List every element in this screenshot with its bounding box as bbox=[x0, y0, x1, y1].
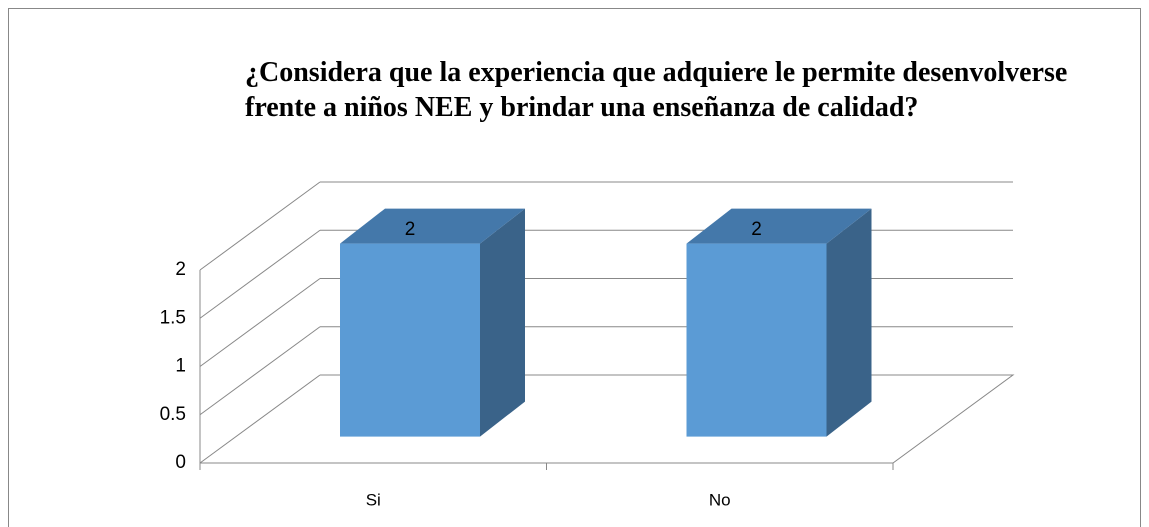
data-label: 2 bbox=[751, 219, 762, 240]
x-tick-label: Si bbox=[366, 490, 381, 509]
grid-line bbox=[199, 229, 321, 319]
grid-line bbox=[199, 278, 321, 367]
floor bbox=[200, 374, 1015, 464]
grid-line bbox=[199, 181, 321, 271]
y-tick-label: 2 bbox=[175, 259, 186, 280]
x-tick-label: No bbox=[709, 490, 731, 509]
grid-line bbox=[199, 326, 321, 416]
grid-line bbox=[199, 374, 321, 464]
bar-top bbox=[686, 208, 872, 244]
bar-top bbox=[340, 208, 525, 244]
y-tick-label: 0 bbox=[175, 452, 186, 473]
bar-side bbox=[826, 208, 872, 437]
bar bbox=[340, 243, 480, 437]
bar bbox=[686, 243, 827, 437]
chart-border bbox=[8, 8, 1141, 527]
y-tick-label: 1.5 bbox=[160, 307, 186, 328]
bar-side bbox=[480, 208, 525, 437]
y-tick-label: 0.5 bbox=[160, 404, 186, 425]
data-label: 2 bbox=[405, 219, 416, 240]
chart-title: ¿Considera que la experiencia que adquie… bbox=[245, 57, 1068, 123]
y-tick-label: 1 bbox=[175, 356, 186, 377]
